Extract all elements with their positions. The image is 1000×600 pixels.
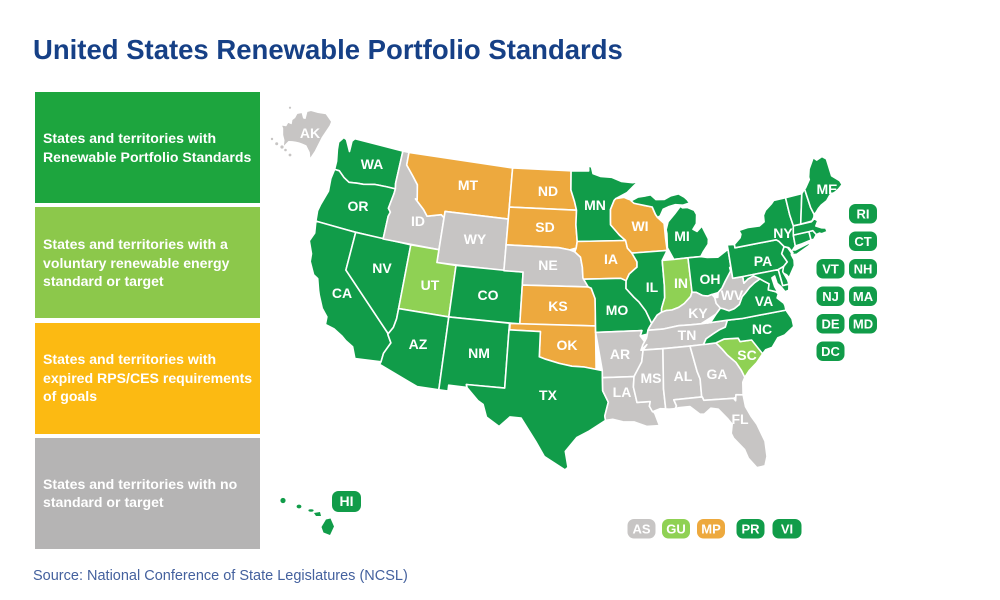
svg-text:KS: KS <box>548 298 567 314</box>
svg-text:IL: IL <box>646 279 659 295</box>
svg-text:MT: MT <box>458 177 479 193</box>
svg-text:DC: DC <box>821 344 840 359</box>
svg-text:UT: UT <box>421 277 440 293</box>
svg-text:AS: AS <box>632 521 650 536</box>
svg-text:ME: ME <box>817 181 838 197</box>
svg-text:WV: WV <box>721 287 744 303</box>
svg-text:RI: RI <box>857 206 870 221</box>
svg-text:MI: MI <box>674 228 690 244</box>
svg-text:NJ: NJ <box>822 289 839 304</box>
svg-text:NV: NV <box>372 260 392 276</box>
svg-text:NY: NY <box>773 225 793 241</box>
svg-text:TX: TX <box>539 387 558 403</box>
svg-text:VA: VA <box>755 293 773 309</box>
svg-text:VI: VI <box>781 521 793 536</box>
svg-text:PA: PA <box>754 253 772 269</box>
svg-text:LA: LA <box>613 384 632 400</box>
svg-text:NC: NC <box>752 321 772 337</box>
svg-text:DE: DE <box>821 316 839 331</box>
svg-text:MN: MN <box>584 197 606 213</box>
svg-text:SD: SD <box>535 219 554 235</box>
svg-text:FL: FL <box>731 411 749 427</box>
svg-text:ND: ND <box>538 183 558 199</box>
svg-text:CT: CT <box>854 234 871 249</box>
svg-text:AK: AK <box>300 125 320 141</box>
svg-text:WY: WY <box>464 231 487 247</box>
svg-text:MS: MS <box>641 370 662 386</box>
svg-text:ID: ID <box>411 213 425 229</box>
svg-text:MA: MA <box>853 289 874 304</box>
svg-text:HI: HI <box>340 493 354 509</box>
svg-text:IA: IA <box>604 251 618 267</box>
svg-text:AR: AR <box>610 346 630 362</box>
svg-text:AZ: AZ <box>409 336 428 352</box>
svg-text:TN: TN <box>678 327 697 343</box>
svg-text:AL: AL <box>674 368 693 384</box>
svg-text:CO: CO <box>478 287 499 303</box>
svg-text:CA: CA <box>332 285 352 301</box>
svg-text:SC: SC <box>737 347 756 363</box>
svg-text:MO: MO <box>606 302 629 318</box>
svg-text:IN: IN <box>674 275 688 291</box>
svg-text:MP: MP <box>701 521 721 536</box>
svg-text:WA: WA <box>361 156 384 172</box>
svg-text:GA: GA <box>707 366 728 382</box>
svg-text:NH: NH <box>854 261 873 276</box>
svg-text:OH: OH <box>700 271 721 287</box>
svg-text:GU: GU <box>666 521 686 536</box>
svg-text:OK: OK <box>557 337 578 353</box>
svg-text:VT: VT <box>822 261 839 276</box>
svg-text:KY: KY <box>688 305 708 321</box>
svg-text:PR: PR <box>741 521 760 536</box>
svg-text:NE: NE <box>538 257 557 273</box>
svg-text:WI: WI <box>631 218 648 234</box>
svg-text:OR: OR <box>348 198 369 214</box>
svg-text:NM: NM <box>468 345 490 361</box>
svg-text:MD: MD <box>853 316 873 331</box>
